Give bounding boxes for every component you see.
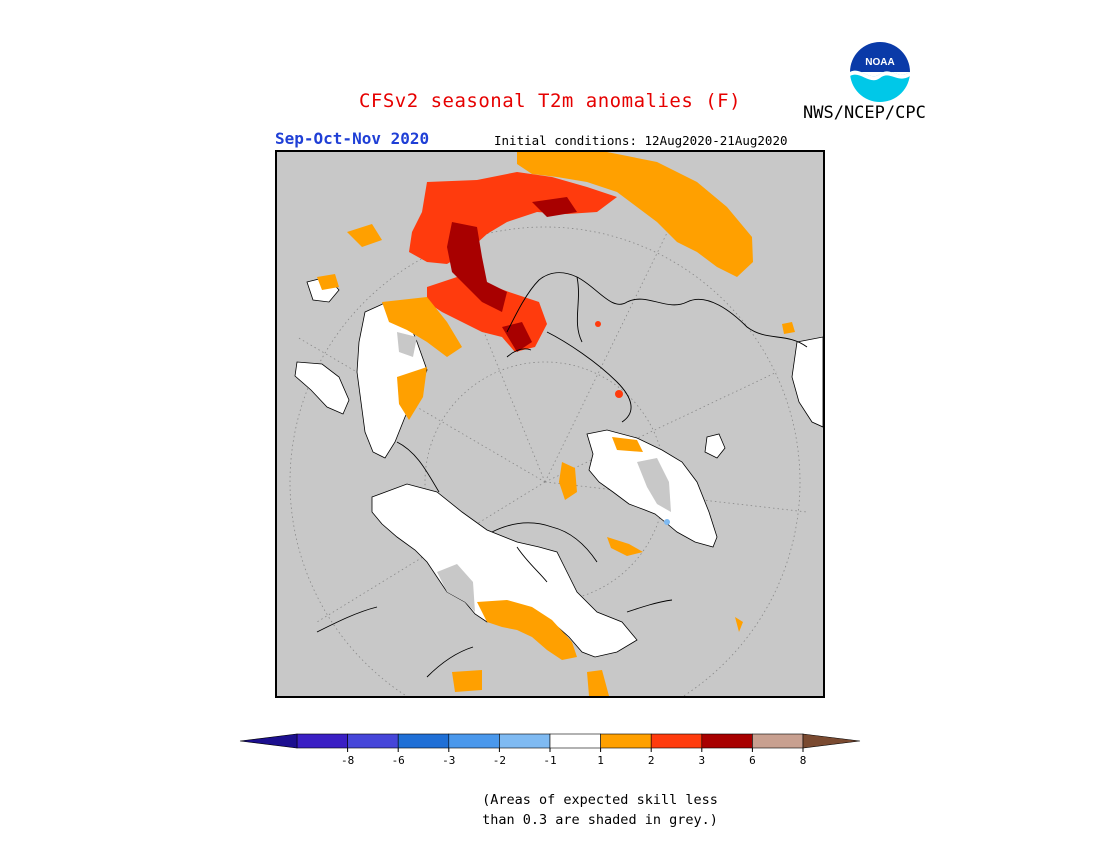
legend-bin-2 bbox=[397, 733, 450, 749]
legend-bin-6 bbox=[600, 733, 652, 749]
legend-bin-4 bbox=[499, 733, 551, 749]
coastlines bbox=[316, 272, 808, 678]
map-title: CFSv2 seasonal T2m anomalies (F) bbox=[358, 90, 742, 112]
legend-bin-3 bbox=[448, 733, 500, 749]
legend-below-min-arrow bbox=[239, 733, 298, 749]
legend-label: -3 bbox=[442, 754, 455, 767]
skill-note-line-1: (Areas of expected skill less bbox=[482, 792, 718, 808]
legend-bin-5 bbox=[549, 733, 601, 749]
hot-anomaly-core bbox=[447, 222, 507, 312]
legend-bin-1 bbox=[347, 733, 399, 749]
polar-map bbox=[275, 150, 825, 698]
legend-label: -2 bbox=[493, 754, 506, 767]
siberia-warm-anomaly bbox=[517, 152, 753, 277]
legend-bin-0 bbox=[296, 733, 348, 749]
initial-conditions-label: Initial conditions: 12Aug2020-21Aug2020 bbox=[494, 133, 788, 148]
season-label: Sep-Oct-Nov 2020 bbox=[275, 129, 430, 148]
legend-label: -6 bbox=[392, 754, 405, 767]
logo-text: NOAA bbox=[865, 57, 894, 68]
legend-label: -8 bbox=[341, 754, 354, 767]
color-scale-legend: -8 -6 -3 -2 -1 1 2 3 6 8 bbox=[239, 733, 861, 767]
legend-bin-8 bbox=[701, 733, 753, 749]
noaa-logo-icon: NOAA bbox=[849, 41, 911, 103]
legend-label: 2 bbox=[648, 754, 655, 767]
legend-label: 3 bbox=[698, 754, 705, 767]
scandinavia-region bbox=[294, 361, 350, 415]
skill-note-line-2: than 0.3 are shaded in grey.) bbox=[482, 812, 718, 828]
agency-label: NWS/NCEP/CPC bbox=[803, 103, 926, 123]
iceland-region bbox=[704, 433, 726, 459]
skill-note: (Areas of expected skill less than 0.3 a… bbox=[470, 790, 730, 830]
north-america-region bbox=[371, 483, 638, 658]
legend-label: 1 bbox=[597, 754, 604, 767]
north-america-warm-anomaly bbox=[477, 600, 577, 660]
legend-bin-7 bbox=[650, 733, 703, 749]
legend-bin-9 bbox=[752, 733, 804, 749]
legend-above-max-arrow bbox=[802, 733, 861, 749]
legend-label: 8 bbox=[800, 754, 807, 767]
legend-label: -1 bbox=[543, 754, 556, 767]
alaska-region bbox=[791, 336, 823, 428]
legend-label: 6 bbox=[749, 754, 756, 767]
